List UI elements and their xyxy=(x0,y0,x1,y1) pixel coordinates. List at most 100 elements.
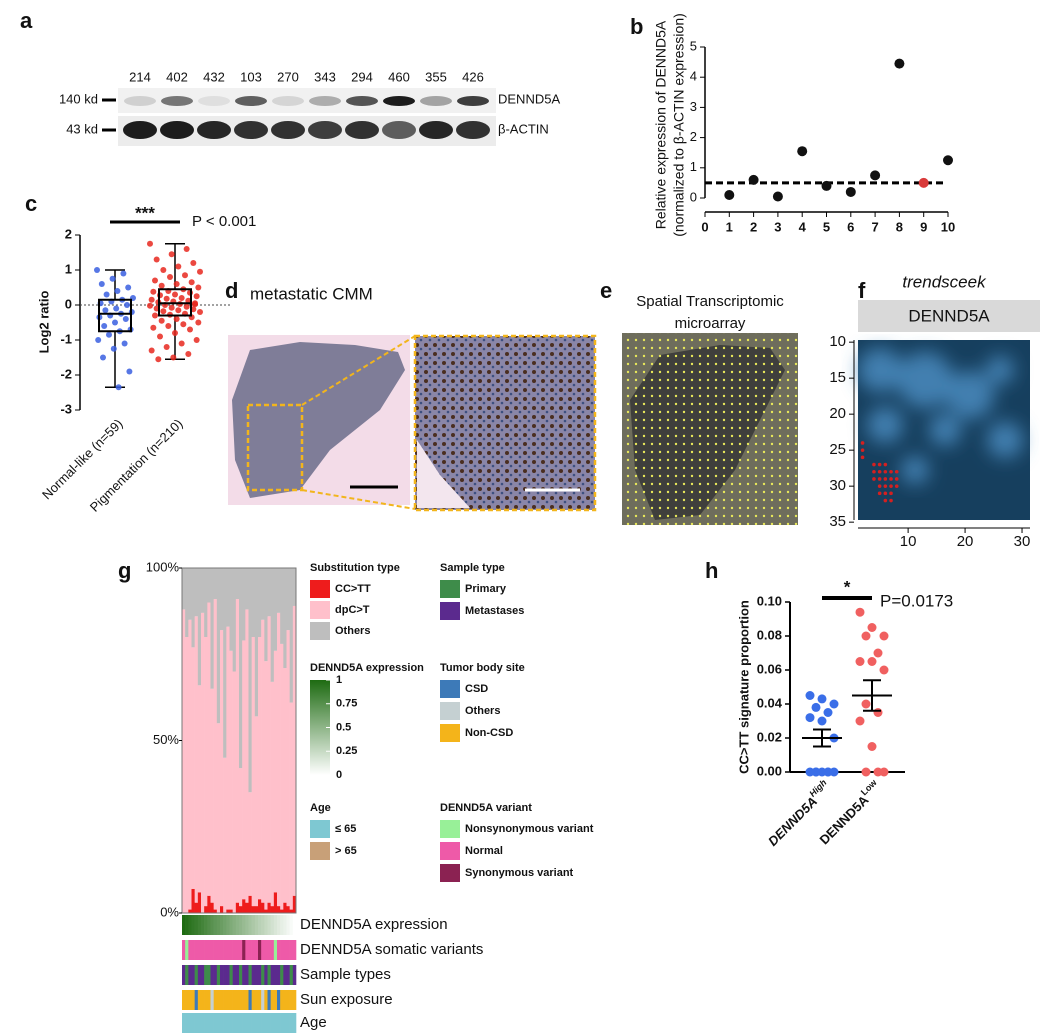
track-cell xyxy=(258,990,262,1010)
point xyxy=(860,455,865,460)
point xyxy=(877,477,882,481)
point xyxy=(872,477,876,481)
track-cell xyxy=(220,915,224,935)
point xyxy=(122,316,129,322)
tissue-image xyxy=(228,334,597,512)
category-sup: Low xyxy=(859,777,880,798)
marker-label: 43 kd xyxy=(66,121,98,136)
blot-band xyxy=(272,96,304,106)
bar-segment xyxy=(229,909,233,913)
point xyxy=(190,260,197,266)
point xyxy=(160,308,167,315)
track-cell xyxy=(273,965,278,985)
track-cell xyxy=(197,915,202,935)
bar-segment xyxy=(207,568,211,603)
track-cell xyxy=(188,965,192,985)
point xyxy=(185,351,192,357)
track-cell xyxy=(280,915,284,935)
bar-segment xyxy=(251,637,256,907)
bar-segment xyxy=(197,685,202,893)
bar-segment xyxy=(216,723,221,913)
track-cell xyxy=(267,965,271,985)
track-cell xyxy=(242,1013,246,1033)
point xyxy=(861,767,871,777)
y-tick-label: 35 xyxy=(829,513,846,530)
track-cell xyxy=(210,965,214,985)
track-cell xyxy=(239,990,243,1010)
point xyxy=(148,296,155,303)
bar-segment xyxy=(210,688,214,903)
lane-label: 103 xyxy=(240,69,262,84)
legend-title: Substitution type xyxy=(310,562,400,574)
blob xyxy=(858,348,902,392)
point xyxy=(855,607,865,617)
track-cell xyxy=(194,1013,199,1033)
blob xyxy=(897,352,953,408)
bar-segment xyxy=(248,792,252,896)
track-cell xyxy=(261,1013,265,1033)
blot-band xyxy=(161,96,193,106)
legend-tick-label: 0.25 xyxy=(336,745,357,757)
track-cell xyxy=(223,990,227,1010)
point xyxy=(873,648,883,658)
panel-label: a xyxy=(20,8,33,33)
x-tick-label: 7 xyxy=(871,219,878,234)
category-name: DENND5A xyxy=(817,792,872,847)
point xyxy=(98,281,105,287)
bar-segment xyxy=(258,899,262,913)
point xyxy=(823,767,833,777)
legend-label: CC>TT xyxy=(335,583,371,595)
track-cell xyxy=(226,990,230,1010)
panel-label: e xyxy=(600,278,612,303)
track-cell xyxy=(197,965,202,985)
marker-label: 140 kd xyxy=(59,91,98,106)
point xyxy=(870,170,881,181)
track-cell xyxy=(239,940,243,960)
bar-segment xyxy=(207,895,211,913)
bar-segment xyxy=(283,902,287,913)
bar-segment xyxy=(235,568,240,600)
point xyxy=(193,337,200,343)
blot-band xyxy=(235,96,267,106)
bar-segment xyxy=(220,906,224,913)
lane-label: 426 xyxy=(462,69,484,84)
bar-segment xyxy=(226,909,230,913)
point xyxy=(172,291,178,298)
track-cell xyxy=(226,965,230,985)
track-cell xyxy=(245,940,249,960)
blot-band xyxy=(124,96,156,106)
legend-tick-label: 1 xyxy=(336,674,342,686)
bar-segment xyxy=(194,902,199,913)
legend-label: Primary xyxy=(465,583,507,595)
blot-band xyxy=(197,121,231,139)
track-cell xyxy=(207,915,211,935)
track-cell xyxy=(242,965,246,985)
bar-segment xyxy=(188,909,192,913)
track-cell xyxy=(210,990,214,1010)
bar-segment xyxy=(226,568,230,627)
legend-label: Normal xyxy=(465,845,503,857)
bar-segment xyxy=(232,568,237,672)
bar-segment xyxy=(277,568,281,613)
track-cell xyxy=(220,940,224,960)
blot-band xyxy=(383,96,415,106)
point xyxy=(188,279,195,286)
track-cell xyxy=(207,1013,211,1033)
blot-band xyxy=(345,121,379,139)
bar-segment xyxy=(261,619,265,903)
track-cell xyxy=(213,915,218,935)
point xyxy=(173,316,180,322)
bar-segment xyxy=(210,902,214,913)
legend-label: Metastases xyxy=(465,605,524,617)
point xyxy=(197,268,203,275)
y-tick-label: 0.04 xyxy=(757,695,783,710)
track-cell xyxy=(197,940,202,960)
point xyxy=(150,324,157,331)
bar-segment xyxy=(292,605,297,896)
bar-segment xyxy=(267,902,271,913)
bar-segment xyxy=(229,650,233,910)
track-cell xyxy=(254,965,259,985)
point xyxy=(894,469,899,474)
track-cell xyxy=(264,965,268,985)
track-cell xyxy=(251,990,256,1010)
